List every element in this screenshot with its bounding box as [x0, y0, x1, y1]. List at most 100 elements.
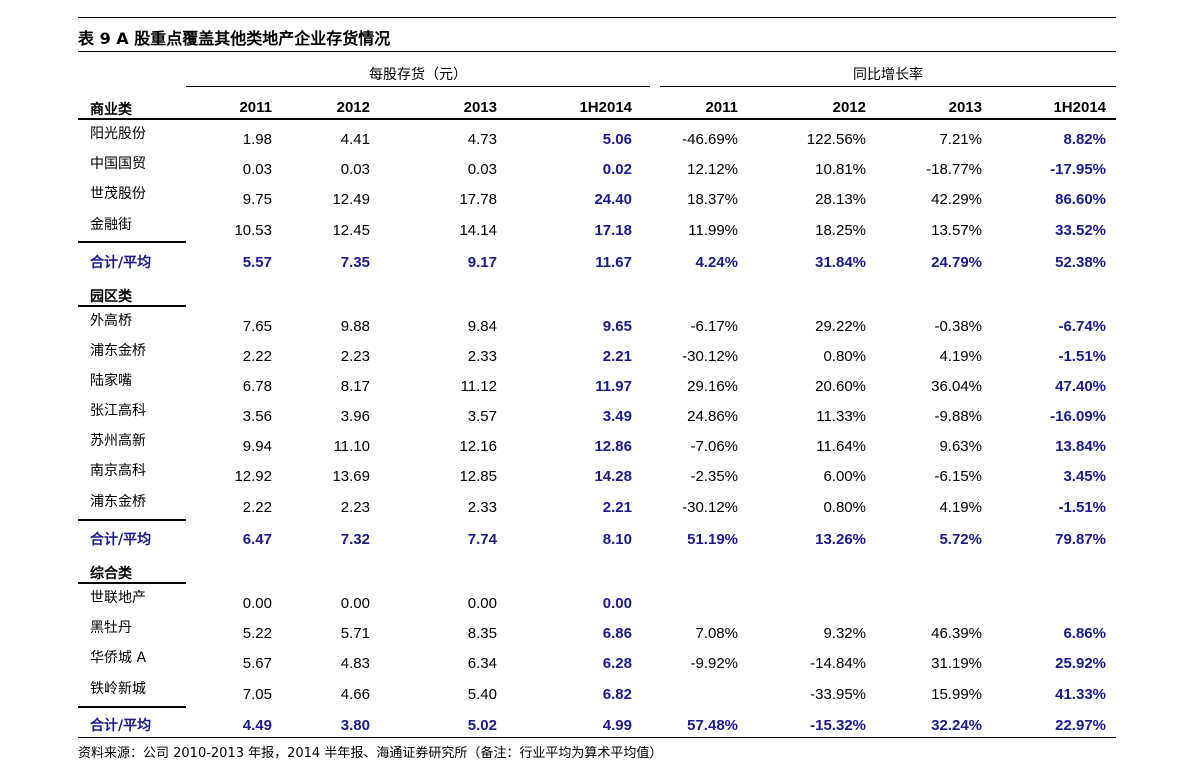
- total-cell: 31.84%: [815, 254, 866, 271]
- table-cell: 8.82%: [1063, 131, 1106, 148]
- table-cell: -1.51%: [1058, 499, 1106, 516]
- table-cell: 4.41: [340, 131, 370, 148]
- section-label-rule: [78, 305, 186, 307]
- total-cell: 3.80: [340, 717, 370, 734]
- column-header: 2012: [336, 99, 370, 116]
- column-header: 1H2014: [1053, 99, 1106, 116]
- company-name: 世茂股份: [90, 186, 146, 202]
- table-cell: 24.40: [594, 191, 632, 208]
- table-cell: 10.53: [234, 222, 272, 239]
- table-cell: 5.40: [467, 686, 497, 703]
- column-header: 2011: [705, 99, 738, 116]
- table-cell: 6.86: [602, 625, 632, 642]
- total-cell: 6.47: [242, 531, 272, 548]
- total-cell: 9.17: [467, 254, 497, 271]
- company-name: 阳光股份: [90, 126, 146, 142]
- column-header: 1H2014: [579, 99, 632, 116]
- table-cell: 2.33: [467, 499, 497, 516]
- table-cell: 0.80%: [823, 499, 866, 516]
- total-cell: 51.19%: [687, 531, 738, 548]
- column-header: 2013: [948, 99, 982, 116]
- column-header: 2011: [239, 99, 272, 116]
- table-cell: 2.22: [242, 499, 272, 516]
- total-cell: 7.35: [340, 254, 370, 271]
- table-cell: 18.25%: [815, 222, 866, 239]
- table-cell: 47.40%: [1055, 378, 1106, 395]
- total-cell: 32.24%: [931, 717, 982, 734]
- table-cell: 8.17: [340, 378, 370, 395]
- company-name: 外高桥: [90, 313, 132, 329]
- table-cell: -46.69%: [682, 131, 738, 148]
- subtotal-rule: [78, 706, 186, 708]
- section-label: 综合类: [90, 566, 132, 582]
- table-title: 表 9 A 股重点覆盖其他类地产企业存货情况: [78, 29, 391, 48]
- table-cell: 4.19%: [939, 348, 982, 365]
- table-cell: 33.52%: [1055, 222, 1106, 239]
- company-name: 世联地产: [90, 590, 146, 606]
- table-cell: -30.12%: [682, 499, 738, 516]
- table-cell: 3.56: [242, 408, 272, 425]
- table-cell: 0.02: [602, 161, 632, 178]
- group-label-inventory: 每股存货（元）: [369, 67, 467, 83]
- table-cell: 11.97: [595, 378, 632, 395]
- table-cell: 11.33%: [816, 408, 866, 425]
- subtotal-rule: [78, 241, 186, 243]
- total-cell: 5.72%: [939, 531, 982, 548]
- total-cell: 13.26%: [815, 531, 866, 548]
- table-cell: 0.00: [602, 595, 632, 612]
- table-cell: 12.12%: [687, 161, 738, 178]
- table-cell: -17.95%: [1050, 161, 1106, 178]
- table-cell: 6.86%: [1063, 625, 1106, 642]
- table-cell: -1.51%: [1058, 348, 1106, 365]
- table-cell: 13.57%: [931, 222, 982, 239]
- table-cell: 9.32%: [823, 625, 866, 642]
- table-cell: 7.05: [242, 686, 272, 703]
- table-cell: 46.39%: [931, 625, 982, 642]
- table-cell: -18.77%: [926, 161, 982, 178]
- table-cell: 3.57: [467, 408, 497, 425]
- total-cell: 7.74: [467, 531, 497, 548]
- table-cell: 41.33%: [1055, 686, 1106, 703]
- table-cell: 7.08%: [695, 625, 738, 642]
- title-rule: [78, 51, 1116, 52]
- company-name: 黑牡丹: [90, 620, 132, 636]
- table-cell: -2.35%: [690, 468, 738, 485]
- table-cell: 17.18: [594, 222, 632, 239]
- table-cell: 12.49: [332, 191, 370, 208]
- column-header: 2013: [463, 99, 497, 116]
- table-cell: 6.82: [602, 686, 632, 703]
- table-cell: 11.10: [333, 438, 370, 455]
- table-cell: 13.69: [332, 468, 370, 485]
- table-cell: -33.95%: [810, 686, 866, 703]
- table-cell: 7.65: [242, 318, 272, 335]
- section-label: 园区类: [90, 289, 132, 305]
- table-cell: 0.03: [467, 161, 497, 178]
- total-cell: 24.79%: [931, 254, 982, 271]
- table-cell: 13.84%: [1055, 438, 1106, 455]
- bottom-rule: [78, 737, 1116, 738]
- table-cell: -6.74%: [1058, 318, 1106, 335]
- table-cell: 0.00: [242, 595, 272, 612]
- table-cell: 5.71: [340, 625, 370, 642]
- section-label-rule: [78, 582, 186, 584]
- column-header: 2012: [832, 99, 866, 116]
- company-name: 铁岭新城: [90, 681, 146, 697]
- table-cell: 4.73: [467, 131, 497, 148]
- table-cell: 2.22: [242, 348, 272, 365]
- table-cell: 2.23: [340, 499, 370, 516]
- table-cell: 20.60%: [815, 378, 866, 395]
- table-cell: 6.78: [242, 378, 272, 395]
- table-cell: 2.21: [602, 499, 632, 516]
- company-name: 金融街: [90, 217, 132, 233]
- section-label: 商业类: [90, 102, 132, 118]
- total-label: 合计/平均: [90, 718, 152, 734]
- table-cell: 5.67: [242, 655, 272, 672]
- table-cell: 28.13%: [815, 191, 866, 208]
- group-rule-growth: [660, 86, 1116, 87]
- header-rule: [78, 118, 1116, 120]
- table-cell: 12.85: [459, 468, 497, 485]
- total-cell: 22.97%: [1055, 717, 1106, 734]
- table-cell: 12.45: [332, 222, 370, 239]
- table-cell: 0.80%: [823, 348, 866, 365]
- table-cell: 12.92: [234, 468, 272, 485]
